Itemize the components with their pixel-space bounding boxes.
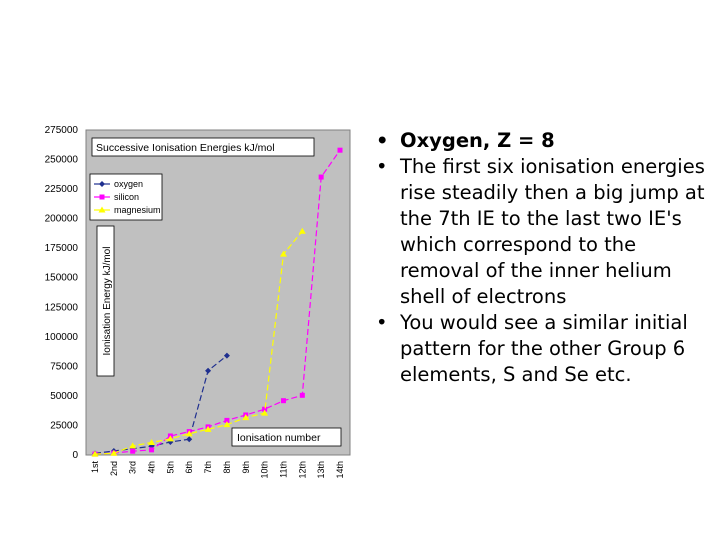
x-tick-label: 4th bbox=[147, 461, 157, 474]
y-tick-label: 200000 bbox=[45, 214, 79, 225]
x-tick-label: 5th bbox=[165, 461, 175, 474]
legend-marker-magnesium bbox=[98, 206, 106, 213]
data-point-silicon bbox=[337, 147, 343, 153]
legend-label-oxygen: oxygen bbox=[114, 179, 143, 189]
x-tick-label: 12th bbox=[297, 461, 307, 479]
data-point-silicon bbox=[299, 392, 305, 398]
text-bullets: Oxygen, Z = 8 The first six ionisation e… bbox=[372, 128, 712, 388]
x-axis-label: Ionisation number bbox=[237, 432, 321, 444]
legend-label-magnesium: magnesium bbox=[114, 205, 161, 215]
y-tick-label: 275000 bbox=[45, 125, 79, 136]
x-tick-label: 11th bbox=[278, 461, 288, 478]
x-tick-label: 2nd bbox=[109, 461, 119, 476]
data-point-magnesium bbox=[129, 442, 137, 449]
data-point-magnesium bbox=[166, 435, 174, 442]
y-tick-label: 125000 bbox=[45, 302, 79, 313]
legend-marker-silicon bbox=[99, 194, 105, 200]
chart-title: Successive Ionisation Energies kJ/mol bbox=[96, 142, 275, 154]
y-tick-label: 100000 bbox=[45, 332, 79, 343]
data-point-magnesium bbox=[279, 250, 287, 257]
legend-marker-oxygen bbox=[99, 181, 105, 187]
data-point-silicon bbox=[280, 398, 286, 404]
xlabel-box bbox=[231, 427, 342, 447]
data-point-silicon bbox=[224, 417, 230, 423]
y-tick-label: 175000 bbox=[45, 243, 79, 254]
data-point-oxygen bbox=[186, 436, 193, 443]
x-tick-label: 1st bbox=[90, 461, 100, 474]
y-tick-label: 225000 bbox=[45, 184, 79, 195]
data-point-magnesium bbox=[204, 425, 212, 432]
title-box bbox=[91, 137, 315, 157]
y-tick-label: 0 bbox=[72, 450, 78, 461]
data-point-magnesium bbox=[242, 414, 250, 421]
data-point-silicon bbox=[130, 448, 136, 454]
x-tick-label: 9th bbox=[241, 461, 251, 474]
data-point-magnesium bbox=[148, 439, 156, 446]
x-tick-label: 7th bbox=[203, 461, 213, 474]
legend-label-silicon: silicon bbox=[114, 192, 139, 202]
x-tick-label: 13th bbox=[316, 461, 326, 479]
data-point-magnesium bbox=[223, 421, 231, 428]
data-point-oxygen bbox=[223, 352, 230, 359]
y-tick-label: 25000 bbox=[50, 420, 78, 431]
data-point-magnesium bbox=[91, 450, 99, 457]
data-point-magnesium bbox=[261, 409, 269, 416]
x-tick-label: 6th bbox=[184, 461, 194, 474]
x-tick-label: 14th bbox=[335, 461, 345, 479]
data-point-magnesium bbox=[185, 430, 193, 437]
series-line-magnesium bbox=[94, 230, 303, 455]
data-point-silicon bbox=[318, 174, 324, 180]
data-point-silicon bbox=[149, 447, 155, 453]
y-tick-label: 50000 bbox=[50, 391, 78, 402]
y-tick-label: 150000 bbox=[45, 273, 79, 284]
ylabel-box bbox=[96, 225, 115, 377]
data-point-magnesium bbox=[110, 449, 118, 456]
data-point-oxygen bbox=[205, 367, 212, 374]
data-point-magnesium bbox=[298, 227, 306, 234]
bullet-ionisation-trend: The first six ionisation energies rise s… bbox=[372, 154, 712, 310]
y-tick-label: 250000 bbox=[45, 155, 79, 166]
series-line-silicon bbox=[94, 149, 341, 455]
bullet-group6: You would see a similar initial pattern … bbox=[372, 310, 712, 388]
series-line-oxygen bbox=[94, 355, 228, 454]
y-tick-label: 75000 bbox=[50, 361, 78, 372]
x-tick-label: 8th bbox=[222, 461, 232, 474]
data-point-silicon bbox=[262, 406, 268, 412]
bullet-oxygen: Oxygen, Z = 8 bbox=[372, 128, 712, 154]
x-tick-label: 3rd bbox=[128, 461, 138, 474]
x-tick-label: 10th bbox=[260, 461, 270, 479]
y-axis-label: Ionisation Energy kJ/mol bbox=[102, 247, 113, 356]
